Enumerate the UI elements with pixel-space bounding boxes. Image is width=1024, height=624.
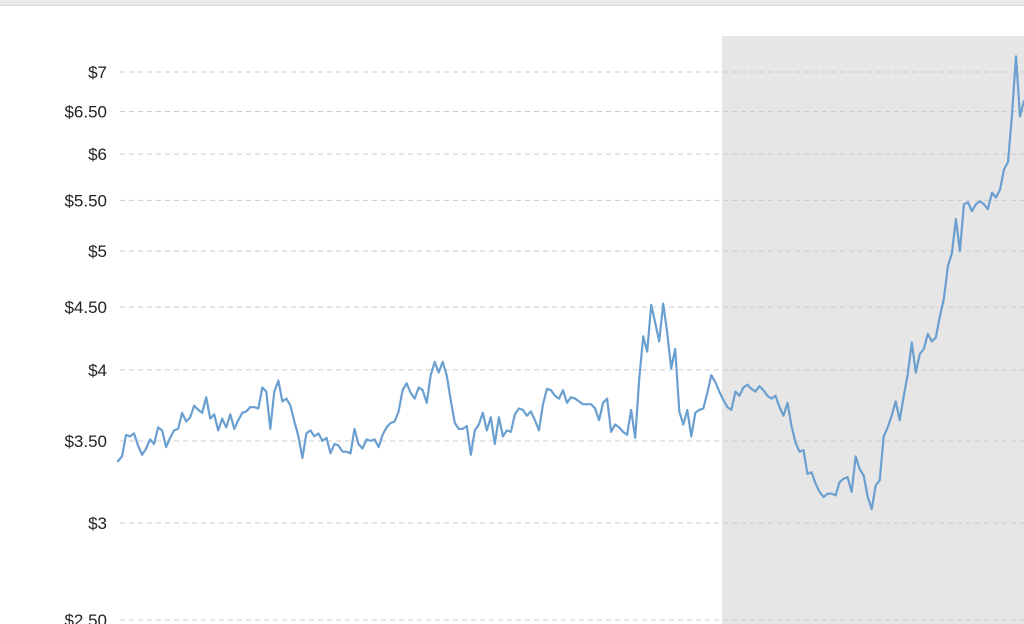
y-tick-label: $6.50 <box>64 102 107 121</box>
y-tick-label: $5 <box>88 242 107 261</box>
y-tick-label: $7 <box>88 63 107 82</box>
y-tick-label: $4 <box>88 361 107 380</box>
y-axis-labels: $2.50 $3 $3.50 $4 $4.50 $5 $5.50 $6 $6.50 $7 <box>64 63 107 624</box>
y-tick-label: $4.50 <box>64 298 107 317</box>
top-border <box>0 0 1024 6</box>
y-tick-label: $2.50 <box>64 611 107 624</box>
shaded-region-layer <box>722 36 1024 624</box>
y-tick-label: $6 <box>88 145 107 164</box>
series-layer <box>116 55 1024 511</box>
price-series-line <box>116 55 1024 511</box>
y-tick-label: $5.50 <box>64 191 107 210</box>
y-tick-label: $3.50 <box>64 432 107 451</box>
shaded-region <box>722 36 1024 624</box>
gridlines-layer <box>120 71 1024 621</box>
y-tick-label: $3 <box>88 514 107 533</box>
